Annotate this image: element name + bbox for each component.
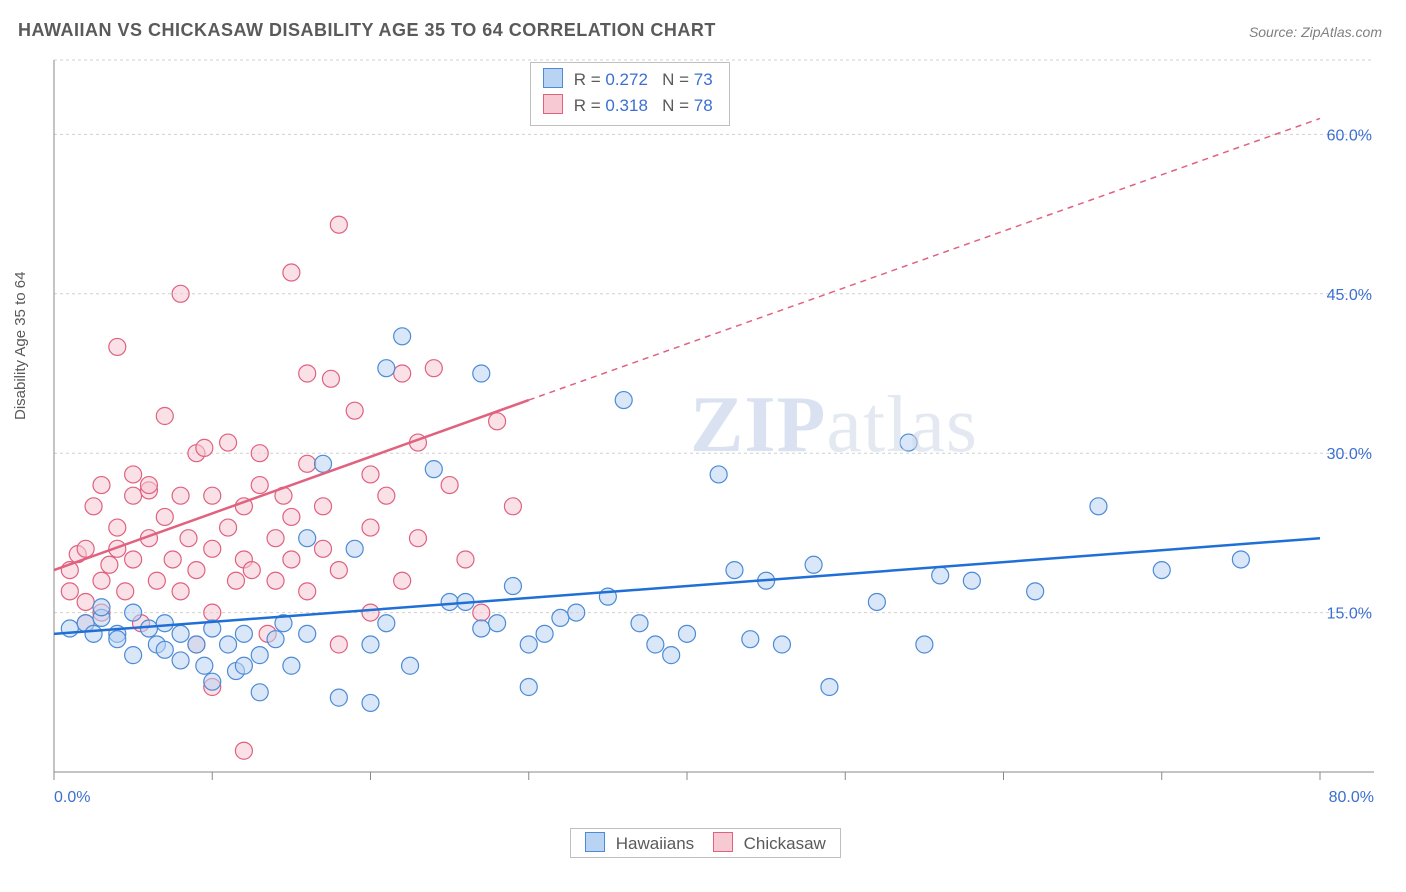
source-attribution: Source: ZipAtlas.com <box>1249 24 1382 40</box>
swatch-hawaiians-icon <box>543 68 563 88</box>
svg-text:0.0%: 0.0% <box>54 789 90 806</box>
svg-text:30.0%: 30.0% <box>1327 446 1372 463</box>
stats-row-chickasaw: R = 0.318 N = 78 <box>543 93 713 119</box>
y-axis-label: Disability Age 35 to 64 <box>12 272 29 420</box>
r-value-hawaiians: 0.272 <box>605 70 648 89</box>
n-value-chickasaw: 78 <box>694 96 713 115</box>
svg-text:15.0%: 15.0% <box>1327 606 1372 623</box>
chart-area: 0.0% 80.0% 15.0% 30.0% 45.0% 60.0% <box>52 56 1380 812</box>
n-value-hawaiians: 73 <box>694 70 713 89</box>
stats-row-hawaiians: R = 0.272 N = 73 <box>543 67 713 93</box>
chart-title: HAWAIIAN VS CHICKASAW DISABILITY AGE 35 … <box>18 20 716 41</box>
swatch-chickasaw-icon <box>713 832 733 852</box>
r-value-chickasaw: 0.318 <box>605 96 648 115</box>
svg-text:80.0%: 80.0% <box>1329 789 1374 806</box>
series-legend: Hawaiians Chickasaw <box>570 828 841 858</box>
svg-text:60.0%: 60.0% <box>1327 127 1372 144</box>
stats-legend: R = 0.272 N = 73 R = 0.318 N = 78 <box>530 62 730 126</box>
legend-label-chickasaw: Chickasaw <box>744 834 826 853</box>
legend-label-hawaiians: Hawaiians <box>616 834 694 853</box>
svg-text:45.0%: 45.0% <box>1327 287 1372 304</box>
swatch-chickasaw-icon <box>543 94 563 114</box>
swatch-hawaiians-icon <box>585 832 605 852</box>
scatter-chart-svg: 0.0% 80.0% 15.0% 30.0% 45.0% 60.0% <box>52 56 1380 812</box>
